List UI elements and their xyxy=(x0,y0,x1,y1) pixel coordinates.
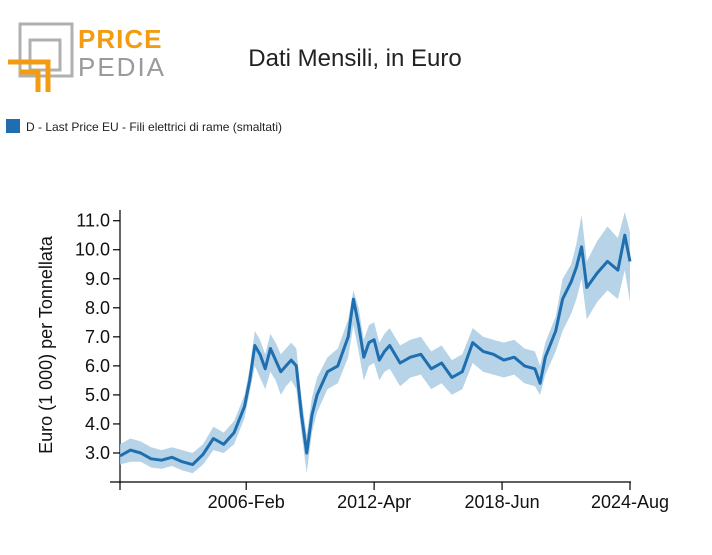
y-tick-label: 3.0 xyxy=(85,443,110,463)
chart-title: Dati Mensili, in Euro xyxy=(248,45,461,72)
y-tick-label: 6.0 xyxy=(85,356,110,376)
y-tick-label: 11.0 xyxy=(76,211,110,231)
x-tick-label: 2012-Apr xyxy=(337,492,411,512)
logo-mark-icon xyxy=(8,22,74,92)
x-tick-label: 2006-Feb xyxy=(208,492,285,512)
y-tick-label: 4.0 xyxy=(85,414,110,434)
pricepedia-logo: PRICE PEDIA xyxy=(8,22,166,92)
y-tick-label: 9.0 xyxy=(85,269,110,289)
x-tick-label: 2018-Jun xyxy=(465,492,540,512)
legend-swatch xyxy=(6,119,20,133)
y-tick-label: 5.0 xyxy=(85,385,110,405)
plot-area xyxy=(119,212,632,474)
y-tick-label: 7.0 xyxy=(85,327,110,347)
y-tick-label: 8.0 xyxy=(85,298,110,318)
logo-text-price: PRICE xyxy=(78,24,162,54)
y-axis-label: Euro (1 000) per Tonnellata xyxy=(36,235,56,454)
x-tick-label: 2024-Aug xyxy=(591,492,669,512)
x-ticks: 2006-Feb 2012-Apr 2018-Jun 2024-Aug xyxy=(119,482,669,512)
y-tick-label: 10.0 xyxy=(75,240,110,260)
logo-text-pedia: PEDIA xyxy=(78,52,166,82)
legend-label: D - Last Price EU - Fili elettrici di ra… xyxy=(26,120,282,134)
legend[interactable]: D - Last Price EU - Fili elettrici di ra… xyxy=(6,119,282,134)
y-ticks: 3.0 4.0 5.0 6.0 7.0 8.0 9.0 10.0 11.0 xyxy=(75,211,120,463)
